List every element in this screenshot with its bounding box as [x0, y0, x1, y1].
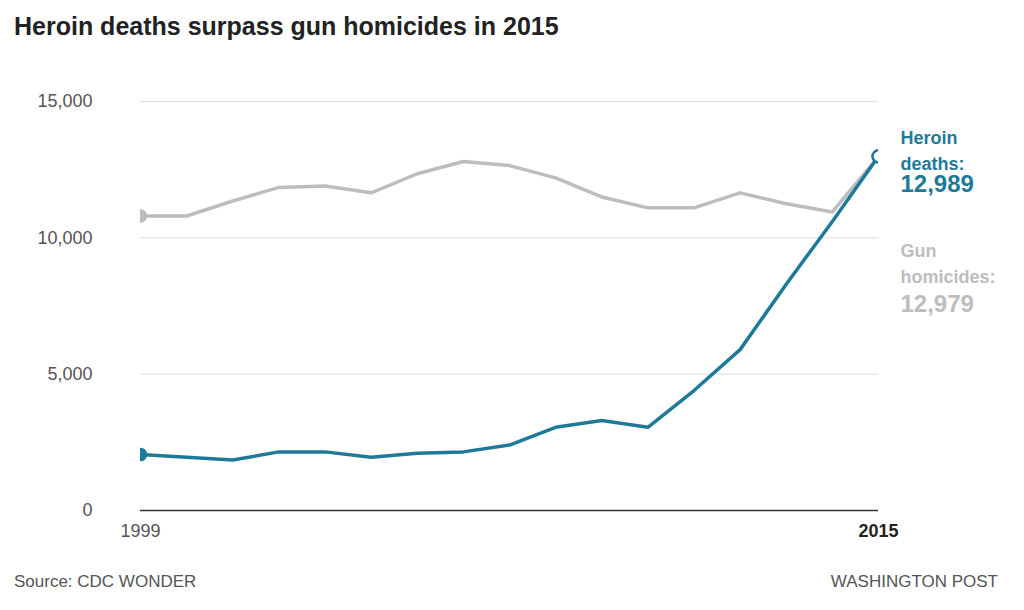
- svg-text:15,000: 15,000: [37, 91, 92, 111]
- html-text:WASHINGTON POST: WASHINGTON POST: [830, 572, 998, 591]
- svg-text:1999: 1999: [120, 521, 160, 541]
- svg-text:Heroindeaths:: Heroindeaths:: [901, 128, 965, 174]
- html-text:Source: CDC WONDER: Source: CDC WONDER: [14, 572, 197, 591]
- svg-text:10,000: 10,000: [37, 228, 92, 248]
- svg-text:Gunhomicides:: Gunhomicides:: [901, 241, 996, 287]
- svg-text:2015: 2015: [858, 521, 898, 541]
- html-text:Heroin deaths surpass gun homi: Heroin deaths surpass gun homicides in 2…: [14, 12, 559, 40]
- svg-text:12,989: 12,989: [901, 170, 974, 197]
- svg-text:5,000: 5,000: [47, 364, 92, 384]
- svg-text:12,979: 12,979: [901, 290, 974, 317]
- svg-text:0: 0: [82, 500, 92, 520]
